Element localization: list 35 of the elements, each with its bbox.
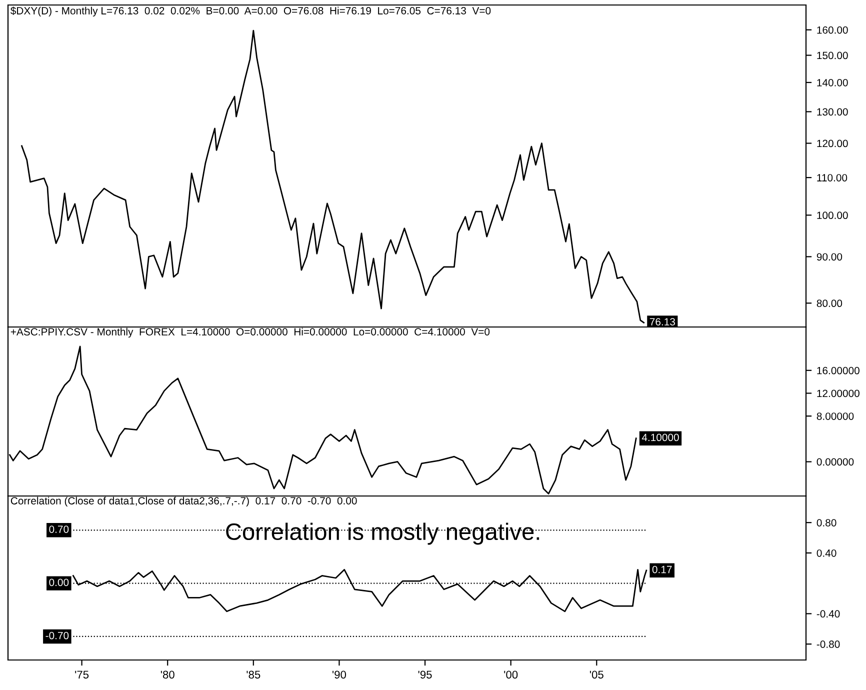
y-tick-label: 12.00000 [817,390,860,398]
y-tick-label: 90.00 [816,253,842,261]
y-tick-label: 8.00000 [816,412,854,420]
x-tick-label: '80 [160,670,174,679]
x-tick-label: '95 [418,670,432,679]
x-tick-label: '85 [246,670,260,679]
ref-line-label: 0.00 [49,578,69,586]
y-tick-label: 110.00 [817,174,848,182]
ref-line-label: 0.70 [49,526,69,533]
y-tick-label: 16.00000 [817,366,860,374]
y-tick-label: 160.00 [817,26,848,34]
y-tick-label: 120.00 [817,140,848,148]
y-tick-label: -0.40 [816,610,840,618]
x-tick-label: '00 [504,670,518,679]
chart-title: $DXY(D) - Monthly L=76.13 0.02 0.02% B=0.00 A=0.00 O=76.08 Hi=76.19 Lo=76.05 C=76.13 V=0 [10,6,491,16]
annotation: 76.13 [650,318,675,326]
chart-title: Correlation (Close of data1,Close of data2,36,.7,-.7) 0.17 0.70 -0.70 0.00 [10,496,357,507]
line-series [21,30,645,324]
chart-title: +ASC:PPIY.CSV - Monthly FOREX L=4.10000 O=0.00000 Hi=0.00000 Lo=0.00000 C=4.10000 V=0 [10,328,490,338]
y-tick-label: 0.00000 [816,458,854,466]
annotation: Correlation is mostly negative. [226,522,540,545]
x-tick-label: '05 [590,670,604,679]
y-tick-label: 0.40 [816,549,836,557]
annotation: 4.10000 [642,434,679,442]
ref-line-label: -0.70 [46,632,69,640]
y-tick-label: 140.00 [817,78,848,86]
y-tick-label: 100.00 [817,212,848,220]
y-tick-label: 80.00 [816,300,842,308]
x-tick-label: '75 [75,670,89,679]
annotation: 0.17 [652,566,672,574]
y-tick-label: -0.80 [816,640,840,648]
y-tick-label: 150.00 [817,52,848,60]
x-tick-label: '90 [332,670,346,679]
y-tick-label: 130.00 [817,108,848,116]
y-tick-label: 0.80 [816,519,836,526]
